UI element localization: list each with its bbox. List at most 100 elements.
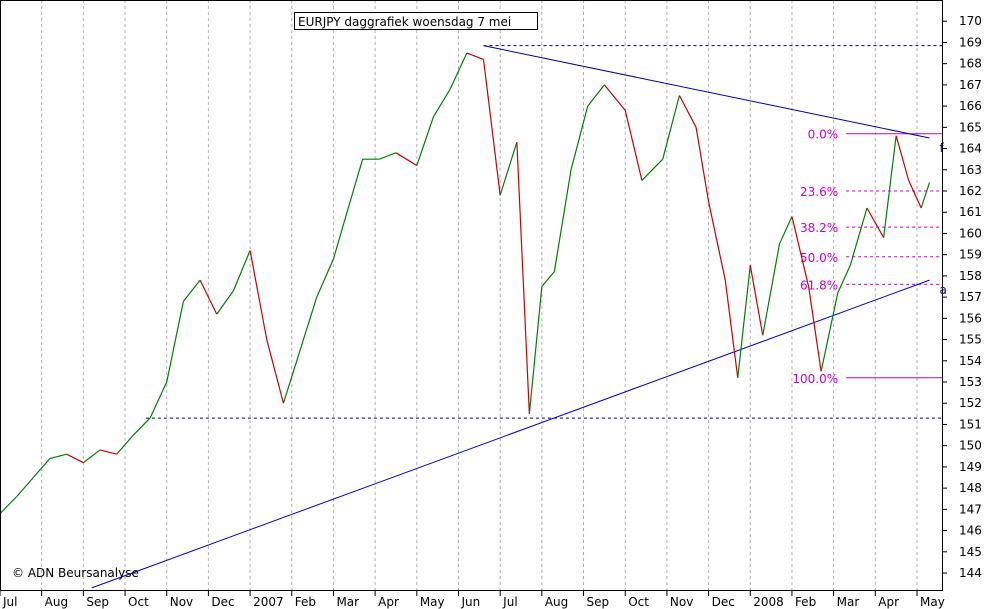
price-segment: [820, 292, 839, 372]
y-tick-label: 168: [959, 57, 982, 71]
fibonacci-levels: 0.0% 23.6% 38.2% 50.0% 61.8% 100.0%: [792, 128, 942, 386]
y-tick-label: 148: [959, 481, 982, 495]
price-segment: [662, 95, 680, 160]
fib-level-label: 100.0%: [792, 372, 838, 386]
price-segment: [416, 116, 435, 166]
x-tick-label: Apr: [878, 595, 899, 609]
price-segment: [920, 182, 931, 209]
y-tick-label: 159: [959, 248, 982, 262]
price-series: [0, 52, 931, 515]
price-segment: [724, 280, 739, 378]
price-segment: [232, 250, 251, 291]
price-segment: [266, 339, 285, 404]
price-segment: [482, 59, 501, 196]
price-segment: [32, 458, 51, 478]
price-segment: [49, 453, 67, 459]
price-segment: [837, 265, 851, 294]
x-tick-label: Mar: [837, 595, 860, 609]
price-segment: [199, 279, 218, 315]
price-segment: [883, 135, 897, 238]
plot-frame: [0, 0, 943, 591]
y-axis: 144 145 146 147 148 149 150 151 152 153 154 155 156 1…: [942, 14, 982, 580]
y-tick-label: 163: [959, 163, 982, 177]
fib-level-label: 23.6%: [800, 185, 838, 199]
y-tick-label: 151: [959, 417, 982, 431]
price-segment: [603, 84, 626, 111]
price-segment: [641, 158, 664, 181]
x-tick-label: Oct: [628, 595, 649, 609]
fib-level-label: 0.0%: [808, 128, 839, 142]
price-segment: [166, 301, 184, 383]
price-segment: [349, 159, 364, 202]
price-segment: [282, 350, 301, 404]
x-tick-label: Aug: [45, 595, 68, 609]
y-tick-label: 150: [959, 439, 982, 453]
x-tick-label: May: [920, 595, 945, 609]
price-segment: [762, 243, 781, 336]
price-segment: [624, 110, 643, 181]
y-tick-label: 147: [959, 502, 982, 516]
price-segment: [395, 152, 418, 167]
y-tick-label: 146: [959, 524, 982, 538]
price-segment: [695, 127, 710, 202]
trendlines: fa: [91, 45, 947, 589]
price-segment: [466, 52, 484, 60]
x-tick-label: Oct: [128, 595, 149, 609]
y-tick-label: 170: [959, 14, 982, 28]
price-segment: [737, 265, 751, 378]
x-tick-label: Feb: [795, 595, 816, 609]
trendline-label-a: a: [939, 283, 946, 297]
fib-level-label: 61.8%: [800, 278, 838, 292]
x-tick-label: Sep: [86, 595, 109, 609]
x-tick-label: Jun: [460, 595, 480, 609]
y-tick-label: 155: [959, 333, 982, 347]
x-tick-label: 2008: [753, 595, 784, 609]
price-segment: [99, 449, 117, 455]
price-segment: [216, 290, 234, 315]
trendline-a: [91, 279, 930, 589]
x-tick-label: Nov: [170, 595, 193, 609]
y-tick-label: 158: [959, 269, 982, 283]
x-tick-label: Sep: [587, 595, 610, 609]
price-segment: [895, 135, 910, 181]
x-tick-label: Dec: [211, 595, 234, 609]
x-tick-label: 2007: [253, 595, 284, 609]
horizontal-levels: [145, 45, 942, 419]
price-segment: [791, 216, 810, 287]
y-tick-label: 166: [959, 99, 982, 113]
price-segment: [66, 453, 84, 464]
price-segment: [499, 142, 518, 196]
price-segment: [570, 105, 589, 170]
title-box: [294, 12, 538, 30]
fib-level-label: 38.2%: [800, 221, 838, 235]
trendline-f: [483, 45, 930, 139]
price-segment: [778, 216, 793, 245]
y-tick-label: 153: [959, 375, 982, 389]
y-tick-label: 152: [959, 396, 982, 410]
x-tick-label: Feb: [295, 595, 316, 609]
x-tick-label: Apr: [378, 595, 399, 609]
y-tick-label: 162: [959, 184, 982, 198]
y-tick-label: 156: [959, 311, 982, 325]
price-segment: [116, 434, 134, 455]
price-segment: [449, 52, 468, 90]
y-tick-label: 145: [959, 545, 982, 559]
price-segment: [132, 417, 151, 436]
price-segment: [849, 207, 868, 266]
price-segment: [149, 381, 168, 419]
x-tick-label: Dec: [712, 595, 735, 609]
y-tick-label: 161: [959, 205, 982, 219]
price-segment: [432, 88, 451, 118]
price-segment: [299, 296, 318, 351]
y-tick-label: 160: [959, 226, 982, 240]
price-segment: [587, 84, 605, 107]
price-segment: [82, 449, 101, 464]
price-segment: [908, 180, 922, 209]
y-tick-label: 157: [959, 290, 982, 304]
x-tick-label: Mar: [336, 595, 359, 609]
x-tick-label: Aug: [545, 595, 568, 609]
price-segment: [0, 496, 18, 515]
y-tick-label: 164: [959, 142, 982, 156]
